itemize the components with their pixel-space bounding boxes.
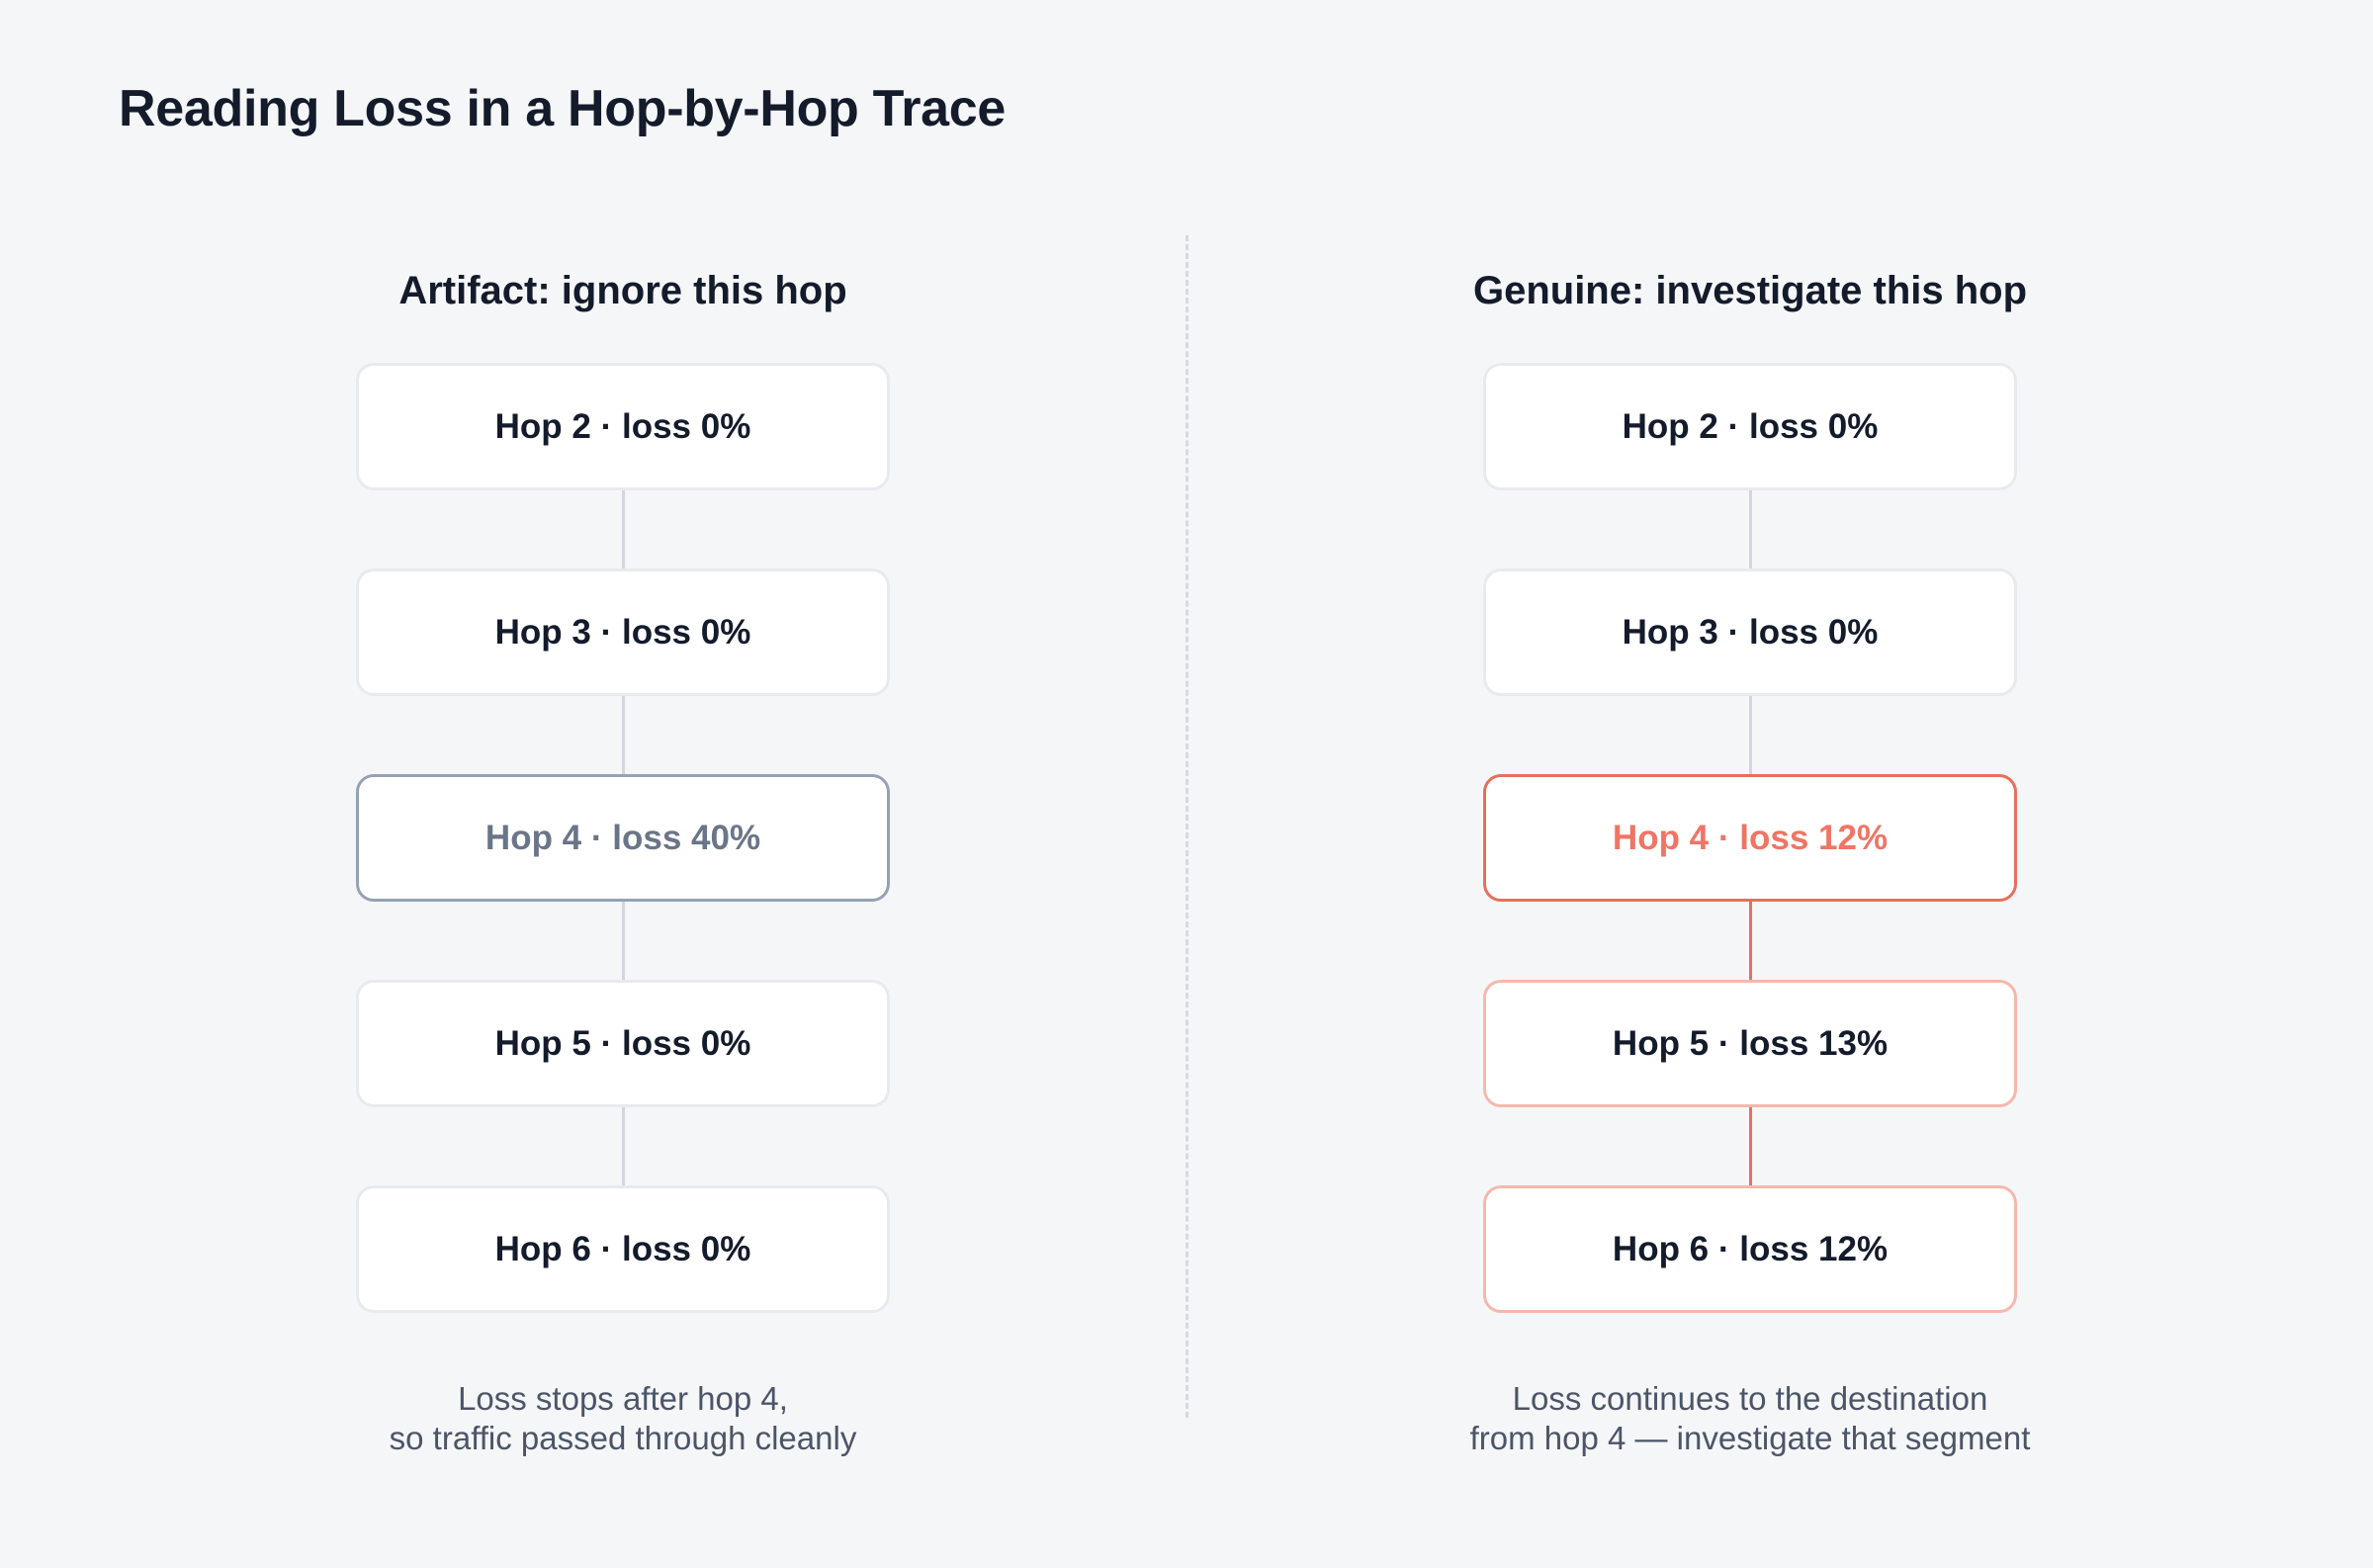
hop-connector [621, 902, 625, 980]
artifact-hop-5: Hop 5 · loss 0% [356, 980, 890, 1107]
genuine-heading: Genuine: investigate this hop [1472, 269, 2028, 312]
hop-connector [1748, 696, 1752, 774]
artifact-hop-stack: Hop 2 · loss 0% Hop 3 · loss 0% Hop 4 · … [356, 363, 890, 1313]
genuine-caption-line-1: Loss continues to the destination [1512, 1380, 1988, 1417]
hop-connector-loss [1748, 902, 1752, 980]
genuine-hop-3: Hop 3 · loss 0% [1483, 568, 2017, 696]
genuine-caption: Loss continues to the destination from h… [1305, 1379, 2195, 1458]
panel-divider [1186, 235, 1188, 1418]
artifact-caption: Loss stops after hop 4, so traffic passe… [178, 1379, 1068, 1458]
artifact-hop-3: Hop 3 · loss 0% [356, 568, 890, 696]
genuine-hop-2: Hop 2 · loss 0% [1483, 363, 2017, 490]
artifact-hop-4: Hop 4 · loss 40% [356, 774, 890, 902]
genuine-hop-stack: Hop 2 · loss 0% Hop 3 · loss 0% Hop 4 · … [1483, 363, 2017, 1313]
artifact-caption-line-1: Loss stops after hop 4, [458, 1380, 788, 1417]
genuine-hop-5: Hop 5 · loss 13% [1483, 980, 2017, 1107]
genuine-hop-6: Hop 6 · loss 12% [1483, 1185, 2017, 1313]
genuine-hop-4: Hop 4 · loss 12% [1483, 774, 2017, 902]
hop-connector-loss [1748, 1107, 1752, 1185]
hop-connector [621, 696, 625, 774]
artifact-hop-2: Hop 2 · loss 0% [356, 363, 890, 490]
genuine-panel: Genuine: investigate this hop Hop 2 · lo… [1305, 0, 2195, 1568]
genuine-caption-line-2: from hop 4 — investigate that segment [1469, 1420, 2031, 1456]
hop-connector [1748, 490, 1752, 568]
hop-connector [621, 490, 625, 568]
artifact-hop-6: Hop 6 · loss 0% [356, 1185, 890, 1313]
artifact-panel: Artifact: ignore this hop Hop 2 · loss 0… [178, 0, 1068, 1568]
artifact-heading: Artifact: ignore this hop [398, 269, 847, 312]
page-title: Reading Loss in a Hop-by-Hop Trace [119, 80, 1007, 137]
artifact-caption-line-2: so traffic passed through cleanly [389, 1420, 857, 1456]
hop-connector [621, 1107, 625, 1185]
